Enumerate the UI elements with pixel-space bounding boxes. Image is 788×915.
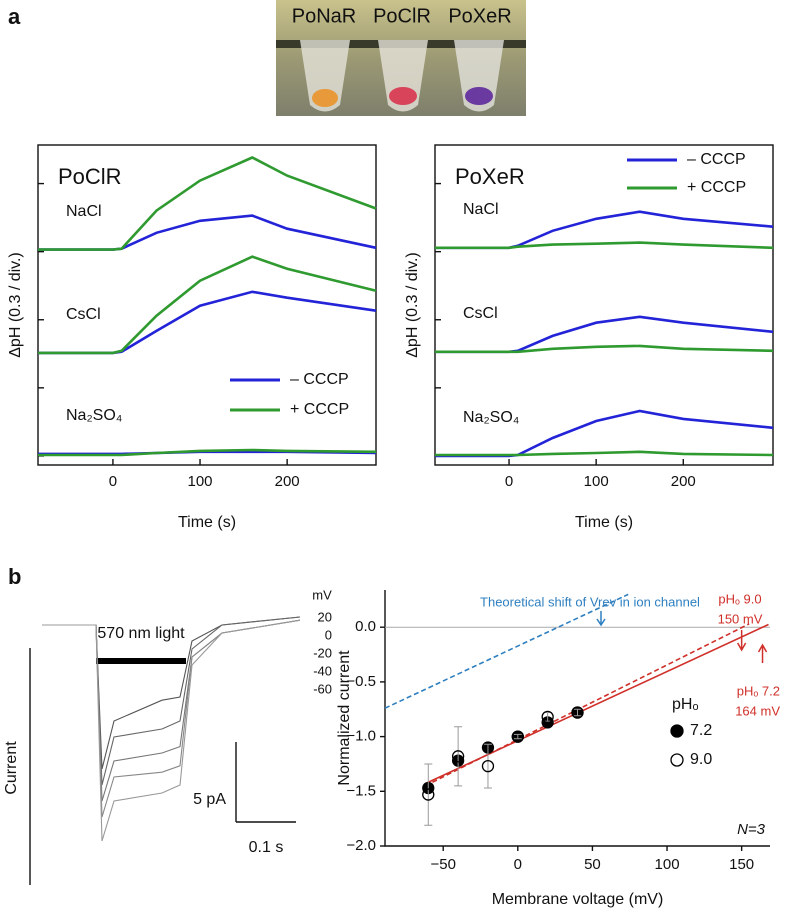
trace-line: [38, 448, 377, 457]
y-axis-label: ΔpH (0.3 / div.): [7, 252, 24, 358]
error-bar: [454, 726, 463, 787]
x-tick-label: 200: [671, 473, 696, 490]
photo-label: PoClR: [373, 5, 431, 27]
voltage-label: -60: [313, 681, 332, 696]
annotation: pHₒ 7.2: [737, 683, 780, 698]
x-tick-label: 200: [275, 473, 300, 490]
note: N=3: [737, 821, 766, 838]
light-bar: [96, 658, 186, 664]
scale-label: 0.1 s: [249, 839, 284, 856]
annotation-arrow: [596, 611, 606, 627]
trace-line: [435, 344, 774, 354]
data-point: [422, 788, 435, 801]
chart-title: PoXeR: [455, 164, 525, 189]
scale-label: 5 pA: [193, 791, 226, 808]
pellet: [389, 87, 417, 105]
x-axis-label: Time (s): [575, 514, 633, 531]
fit-line: [424, 623, 750, 787]
voltage-label: 20: [318, 609, 332, 624]
y-axis-label: Normalized current: [336, 650, 353, 786]
x-tick-label: 0: [109, 473, 117, 490]
current-trace: [42, 619, 301, 802]
x-axis-label: Membrane voltage (mV): [492, 891, 664, 908]
x-tick-label: 50: [584, 856, 601, 873]
y-tick-label: −0.5: [346, 673, 376, 690]
voltage-label: 0: [325, 627, 332, 642]
light-label: 570 nm light: [97, 625, 185, 642]
trace-line: [38, 255, 377, 355]
legend-marker: [670, 753, 684, 767]
trace-line: [435, 241, 774, 250]
voltage-title: mV: [312, 587, 332, 602]
legend-label: – CCCP: [290, 371, 349, 388]
x-tick-label: 100: [584, 473, 609, 490]
y-tick-label: −2.0: [346, 837, 376, 854]
y-tick-label: −1.0: [346, 728, 376, 745]
fit-line: [384, 593, 629, 709]
trace-label: CsCl: [463, 305, 498, 322]
legend-label: 9.0: [690, 751, 712, 768]
y-axis-label: Current: [3, 741, 20, 795]
pellet: [465, 87, 493, 105]
x-tick-label: 0: [505, 473, 513, 490]
annotation-arrow: [736, 630, 747, 652]
y-tick-label: −1.5: [346, 782, 376, 799]
legend-label: – CCCP: [687, 151, 746, 168]
chart-title: PoClR: [58, 164, 122, 189]
trace-line: [38, 214, 377, 251]
trace-line: [435, 450, 774, 457]
photo-label: PoNaR: [292, 5, 356, 27]
plot-frame: [434, 144, 774, 466]
data-point: [511, 730, 524, 743]
trace-label: CsCl: [66, 306, 101, 323]
legend-title: pHₒ: [672, 696, 699, 713]
annotation: 150 mV: [718, 611, 763, 626]
voltage-label: -40: [313, 663, 332, 678]
annotation: 164 mV: [735, 703, 780, 718]
panel-label: b: [8, 564, 21, 589]
x-axis-label: Time (s): [178, 514, 236, 531]
panel-label: a: [8, 4, 21, 29]
legend-label: 7.2: [690, 722, 712, 739]
x-tick-label: 0: [514, 856, 522, 873]
y-tick-label: 0.0: [355, 618, 376, 635]
annotation: Theoretical shift of Vrev in ion channel: [480, 594, 700, 609]
x-tick-label: 100: [655, 856, 680, 873]
plot-frame: [37, 144, 377, 466]
data-point: [451, 750, 465, 763]
y-axis-label: ΔpH (0.3 / div.): [404, 252, 421, 358]
trace-label: Na₂SO₄: [66, 407, 122, 424]
voltage-label: -20: [313, 645, 332, 660]
trace-label: NaCl: [463, 201, 499, 218]
error-bar: [483, 743, 492, 789]
photo: PoNaR PoClR PoXeR: [276, 0, 526, 116]
annotation-arrow: [757, 643, 768, 663]
legend-marker: [670, 724, 684, 738]
x-tick-label: −50: [430, 856, 455, 873]
data-point: [481, 759, 495, 773]
trace-line: [38, 156, 377, 251]
trace-label: NaCl: [66, 203, 102, 220]
x-tick-label: 100: [188, 473, 213, 490]
x-tick-label: 150: [729, 856, 754, 873]
current-trace: [42, 619, 301, 842]
data-point: [571, 706, 584, 719]
error-bar: [573, 708, 582, 717]
error-bar: [513, 733, 522, 740]
legend-label: + CCCP: [687, 179, 746, 196]
pellet: [312, 89, 338, 107]
annotation: pHₒ 9.0: [718, 591, 761, 606]
error-bar: [424, 763, 433, 826]
data-point: [541, 710, 554, 724]
trace-label: Na₂SO₄: [463, 409, 519, 426]
legend-label: + CCCP: [290, 401, 349, 418]
photo-label: PoXeR: [448, 5, 511, 27]
tube: [300, 40, 350, 112]
current-trace: [42, 619, 301, 818]
